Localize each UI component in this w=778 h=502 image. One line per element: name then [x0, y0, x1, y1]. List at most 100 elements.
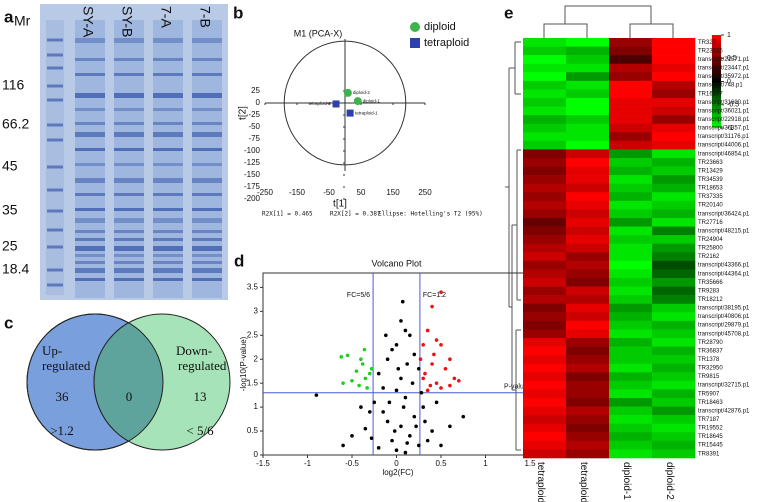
heatmap-cell	[652, 415, 696, 425]
row-label: TR23663	[698, 160, 723, 166]
heatmap-cell	[566, 286, 610, 296]
heatmap-cell	[652, 200, 696, 210]
heatmap-cell	[652, 269, 696, 279]
point	[419, 390, 424, 395]
heatmap-cell	[523, 312, 567, 322]
row-label: transcript/23447.p1	[698, 66, 750, 72]
band	[192, 132, 222, 137]
heatmap-cell	[523, 235, 567, 245]
heatmap-cell	[609, 106, 653, 116]
y-tick-label: -175	[244, 182, 261, 191]
marker-label: 18.4	[2, 261, 29, 277]
heatmap-cell	[566, 329, 610, 339]
heatmap-cell	[566, 440, 610, 450]
heatmap-cell	[566, 115, 610, 125]
point	[434, 381, 439, 385]
point	[430, 429, 434, 433]
heatmap-cell	[652, 243, 696, 253]
footnote: R2X[2] = 0.387	[330, 211, 381, 218]
heatmap-cell	[523, 38, 567, 47]
heatmap-cell	[609, 235, 653, 245]
row-label: TR36837	[698, 348, 723, 354]
heatmap-cell	[566, 303, 610, 313]
heatmap-cell	[523, 252, 567, 262]
heatmap-cell	[566, 406, 610, 416]
heatmap-cell	[609, 243, 653, 253]
row-dendrogram	[505, 41, 521, 451]
row-label: transcript/31600.p1	[698, 100, 750, 106]
heatmap-cell	[609, 398, 653, 407]
heatmap-cell	[523, 123, 567, 133]
heatmap-cell	[566, 252, 610, 262]
column-dendrogram	[543, 5, 674, 38]
heatmap-cell	[523, 63, 567, 73]
heatmap-cell	[566, 158, 610, 167]
band	[114, 38, 144, 43]
point	[372, 400, 377, 405]
gel-bands: Mr SY-A SY-B 7-A 7-B	[14, 6, 222, 298]
band	[75, 193, 105, 196]
heatmap-cell	[609, 175, 653, 185]
heatmap-cell	[609, 98, 653, 107]
lane-label: Mr	[14, 13, 31, 29]
column-label: diploid-1	[621, 462, 632, 500]
heatmap-cell	[652, 320, 696, 330]
band	[75, 254, 105, 257]
point	[369, 366, 374, 371]
heatmap-cell	[652, 63, 696, 73]
chart-title: Volcano Plot	[371, 258, 422, 268]
row-label: transcript/21571.p1	[698, 57, 750, 63]
heatmap-cell	[652, 158, 696, 167]
annotation: FC=1.2	[423, 292, 446, 299]
colorbar-label: -0.5	[727, 102, 739, 109]
marker-band	[47, 138, 63, 142]
x-tick-label: -0.5	[345, 459, 359, 468]
heatmap-cell	[566, 132, 610, 142]
band	[153, 230, 183, 233]
heatmap-cell	[609, 183, 653, 193]
annotation: FC=5/6	[347, 292, 370, 299]
point	[430, 362, 434, 366]
colorbar-label: -1	[727, 125, 733, 132]
marker-band	[47, 188, 63, 192]
band	[153, 218, 183, 223]
heatmap-cell	[652, 295, 696, 305]
heatmap-cell	[652, 355, 696, 365]
row-label: TR7187	[698, 417, 720, 423]
heatmap-cell	[523, 192, 567, 202]
heatmap-cell	[523, 115, 567, 125]
row-label: TR37335	[698, 194, 723, 200]
point	[434, 338, 439, 342]
point	[423, 419, 427, 424]
marker-band	[47, 66, 63, 70]
heatmap-cell	[609, 55, 653, 65]
point	[448, 357, 452, 362]
band	[153, 108, 183, 111]
x-tick-label: -250	[257, 188, 274, 197]
row-label: transcript/48215.p1	[698, 228, 750, 234]
lane	[192, 20, 222, 298]
row-label: TR1378	[698, 357, 720, 363]
heatmap-cell	[566, 320, 610, 330]
row-label: TR18653	[698, 186, 723, 192]
point	[394, 448, 399, 453]
heatmap-cell	[523, 200, 567, 210]
heatmap-cell	[523, 363, 567, 373]
point	[343, 88, 352, 97]
heatmap-cell	[652, 449, 696, 459]
heatmap-cell	[652, 132, 696, 142]
point	[369, 436, 374, 441]
heatmap-cell	[652, 346, 696, 356]
heatmap-cell	[566, 389, 610, 399]
heatmap-cell	[566, 432, 610, 442]
point	[405, 441, 409, 445]
heatmap-cell	[652, 432, 696, 442]
colorbar-label: 0	[727, 78, 731, 85]
point	[384, 333, 388, 338]
y-tick-label: -125	[244, 158, 261, 167]
point	[439, 386, 443, 390]
heatmap-cell	[566, 149, 610, 159]
point	[423, 371, 427, 376]
band	[75, 246, 105, 251]
band	[192, 148, 222, 151]
